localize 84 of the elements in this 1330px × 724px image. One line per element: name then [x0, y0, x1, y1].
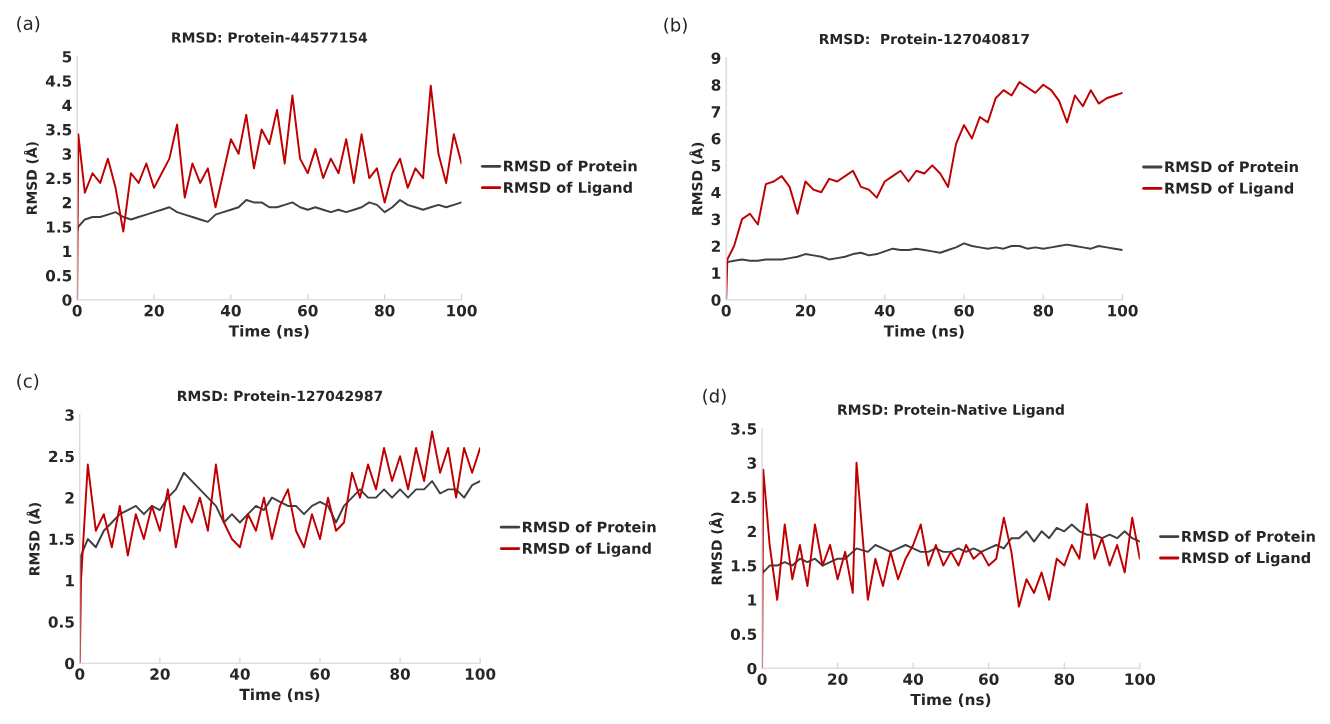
chart-title: RMSD: Protein-Native Ligand [838, 404, 1064, 418]
x-tick-label: 100 [1125, 673, 1156, 685]
x-tick-label: 0 [721, 304, 731, 317]
text: (c) [17, 373, 39, 390]
x-tick-label: 80 [374, 304, 395, 317]
y-tick-label: 1.5 [49, 533, 74, 546]
x-axis-title: Time (ns) [239, 688, 320, 703]
y-tick-label: 0 [711, 294, 721, 306]
y-tick-label: 1.5 [46, 221, 72, 233]
line-series [726, 242, 1123, 266]
y-tick-label: 0.5 [730, 628, 757, 641]
x-tick-label: 80 [1033, 304, 1054, 317]
y-tick-label: 3.5 [731, 423, 757, 435]
legend-label: RMSD of Ligand [504, 181, 632, 196]
x-tick-label: 40 [229, 668, 250, 680]
x-tick-label: 60 [310, 668, 330, 680]
legend-label: RMSD of Ligand [1182, 552, 1310, 567]
x-tick-label: 0 [757, 673, 767, 685]
x-tick-label: 100 [447, 304, 477, 317]
y-tick-label: 2 [747, 525, 756, 538]
y-tick-label: 1 [66, 575, 74, 587]
y-tick-label: 0 [65, 657, 75, 670]
y-tick-label: 0.5 [45, 269, 72, 282]
y-tick-label: 2 [711, 240, 720, 252]
y-axis-title: RMSD (Å) [23, 142, 39, 214]
y-axis-title: RMSD (Å) [26, 503, 42, 575]
y-tick-label: 2.5 [46, 172, 72, 185]
chart-title: RMSD: Protein-127040817 [819, 33, 1029, 45]
y-tick-label: 3 [62, 148, 72, 160]
y-tick-label: 2.5 [731, 491, 757, 504]
x-tick-label: 20 [828, 673, 848, 685]
x-tick-label: 100 [465, 668, 496, 680]
y-tick-label: 3 [711, 213, 721, 226]
y-tick-label: 2 [65, 492, 74, 504]
y-tick-label: 9 [711, 52, 721, 64]
x-tick-label: 20 [150, 668, 170, 680]
y-tick-label: 6 [711, 133, 721, 145]
legend-label: RMSD of Ligand [523, 542, 651, 557]
y-tick-label: 3 [65, 409, 74, 421]
y-tick-label: 7 [711, 106, 721, 118]
x-tick-label: 60 [979, 673, 999, 685]
x-tick-label: 40 [903, 673, 924, 685]
text: (d) [703, 388, 726, 405]
y-tick-label: 8 [711, 79, 721, 91]
x-tick-label: 80 [390, 668, 410, 680]
y-tick-label: 0 [62, 294, 72, 306]
line-series [762, 523, 1140, 574]
y-tick-label: 2 [62, 196, 71, 209]
y-tick-label: 1 [748, 594, 757, 606]
x-tick-label: 40 [220, 304, 241, 317]
x-tick-label: 0 [75, 668, 85, 680]
text: (b) [664, 17, 687, 34]
legend-label: RMSD of Protein [523, 521, 656, 533]
y-tick-label: 4 [62, 99, 72, 111]
y-tick-label: 1 [63, 245, 72, 257]
legend-label: RMSD of Protein [1182, 530, 1315, 542]
x-tick-label: 100 [1108, 304, 1138, 317]
legend-label: RMSD of Protein [1165, 161, 1298, 173]
x-axis-title: Time (ns) [228, 324, 309, 339]
x-axis-title: Time (ns) [910, 693, 991, 708]
y-tick-label: 4 [711, 186, 721, 199]
y-tick-label: 1.5 [731, 560, 757, 572]
x-tick-label: 20 [796, 304, 816, 317]
y-tick-label: 5 [62, 51, 72, 63]
x-tick-label: 40 [874, 304, 895, 317]
x-tick-label: 80 [1054, 673, 1075, 685]
y-tick-label: 3 [747, 457, 757, 469]
y-axis-title: RMSD (Å) [689, 142, 705, 215]
legend-label: RMSD of Ligand [1165, 182, 1294, 197]
y-tick-label: 5 [711, 160, 721, 172]
y-tick-label: 3.5 [46, 123, 72, 136]
x-tick-label: 20 [144, 304, 164, 317]
x-tick-label: 60 [298, 304, 318, 317]
text: (a) [17, 16, 40, 33]
y-tick-label: 0.5 [48, 616, 74, 628]
legend-label: RMSD of Protein [504, 160, 637, 172]
chart-title: RMSD: Protein-44577154 [172, 32, 368, 43]
y-axis-title: RMSD (Å) [708, 512, 724, 585]
y-tick-label: 4.5 [45, 75, 72, 87]
y-tick-label: 1 [712, 267, 721, 279]
chart-title: RMSD: Protein-127042987 [178, 390, 383, 402]
x-axis-title: Time (ns) [883, 324, 964, 339]
y-tick-label: 2.5 [49, 450, 74, 463]
x-tick-label: 60 [954, 304, 974, 317]
